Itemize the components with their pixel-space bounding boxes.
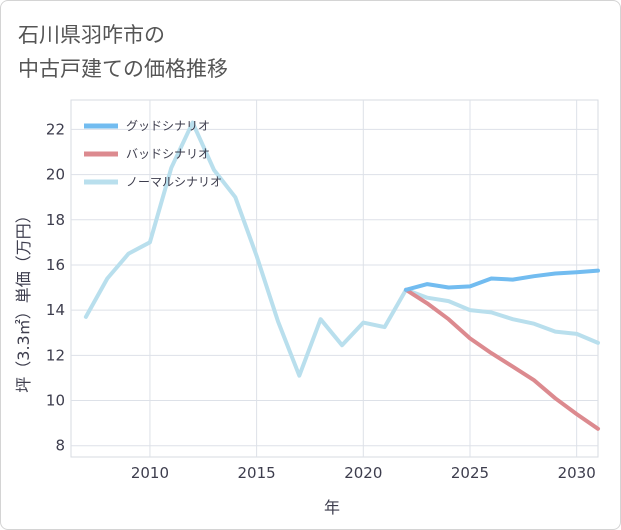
y-tick-label: 18 <box>46 211 65 229</box>
y-tick-label: 14 <box>46 301 65 319</box>
title-line-1: 石川県羽咋市の <box>18 23 165 47</box>
y-tick-label: 10 <box>46 392 65 410</box>
legend-label: グッドシナリオ <box>126 119 210 133</box>
y-tick-label: 8 <box>55 437 65 455</box>
y-axis-label: 坪（3.3㎡）単価（万円） <box>14 207 33 392</box>
y-tick-label: 16 <box>46 256 65 274</box>
legend-label: バッドシナリオ <box>126 147 210 161</box>
y-tick-label: 20 <box>46 166 65 184</box>
grid <box>71 100 598 457</box>
legend-label: ノーマルシナリオ <box>126 175 222 189</box>
page-title: 石川県羽咋市の 中古戸建ての価格推移 <box>18 18 228 86</box>
x-tick-label: 2025 <box>451 464 489 482</box>
title-line-2: 中古戸建ての価格推移 <box>18 57 228 81</box>
series-lines <box>83 120 600 431</box>
series-line-2 <box>83 120 600 378</box>
series-line-1 <box>404 287 600 431</box>
y-tick-labels: 8 10 12 14 16 18 20 22 <box>46 120 65 454</box>
series-line-0 <box>404 268 600 292</box>
x-axis-label: 年 <box>324 498 340 517</box>
y-tick-label: 22 <box>46 120 65 138</box>
x-tick-label: 2010 <box>131 464 169 482</box>
x-tick-label: 2015 <box>238 464 276 482</box>
x-tick-labels: 2010 2015 2020 2025 2030 <box>131 464 596 482</box>
x-tick-label: 2020 <box>344 464 382 482</box>
y-tick-label: 12 <box>46 346 65 364</box>
x-tick-label: 2030 <box>558 464 596 482</box>
